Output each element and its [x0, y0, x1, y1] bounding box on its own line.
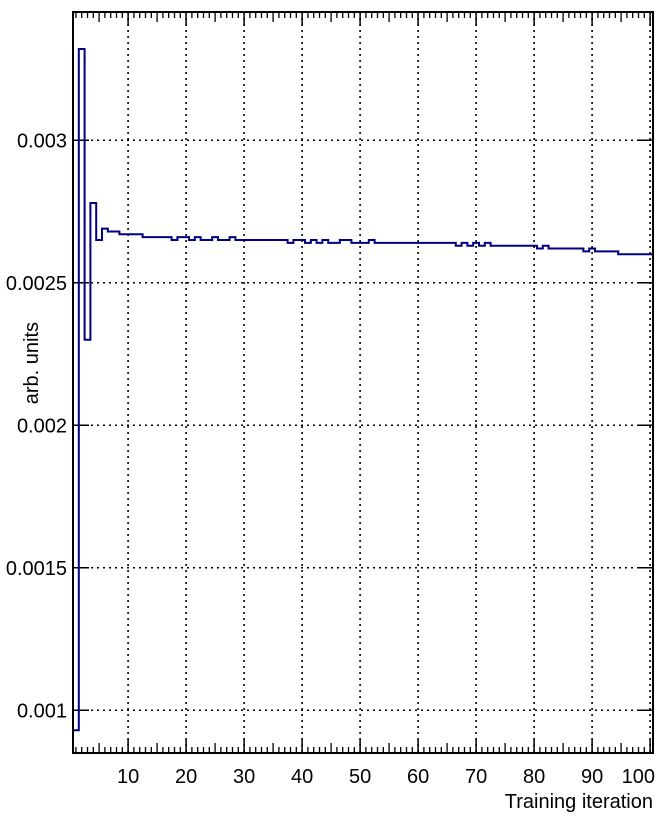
- x-axis-label: Training iteration: [505, 791, 653, 813]
- x-tick-labels: 10 20 30 40 50 60 70 80 90 100: [117, 766, 655, 788]
- y-tick-label: 0.0015: [6, 558, 67, 580]
- x-tick-label: 10: [117, 766, 139, 788]
- y-tick-label: 0.003: [17, 130, 67, 152]
- x-tick-label: 30: [233, 766, 255, 788]
- y-tick-label: 0.001: [17, 700, 67, 722]
- x-tick-label: 100: [622, 766, 655, 788]
- x-tick-label: 90: [581, 766, 603, 788]
- plot-frame: [72, 11, 654, 754]
- x-minor-ticks: [75, 12, 645, 753]
- x-tick-label: 80: [523, 766, 545, 788]
- x-tick-label: 20: [175, 766, 197, 788]
- major-ticks: [73, 12, 653, 753]
- x-tick-label: 50: [349, 766, 371, 788]
- y-tick-labels: 0.001 0.0015 0.002 0.0025 0.003: [6, 130, 67, 722]
- y-axis-label: arb. units: [21, 322, 43, 404]
- y-tick-label: 0.002: [17, 415, 67, 437]
- x-tick-label: 60: [407, 766, 429, 788]
- y-tick-label: 0.0025: [6, 273, 67, 295]
- grid: [73, 12, 653, 753]
- x-tick-label: 40: [291, 766, 313, 788]
- series-line: [73, 48, 653, 732]
- x-tick-label: 70: [465, 766, 487, 788]
